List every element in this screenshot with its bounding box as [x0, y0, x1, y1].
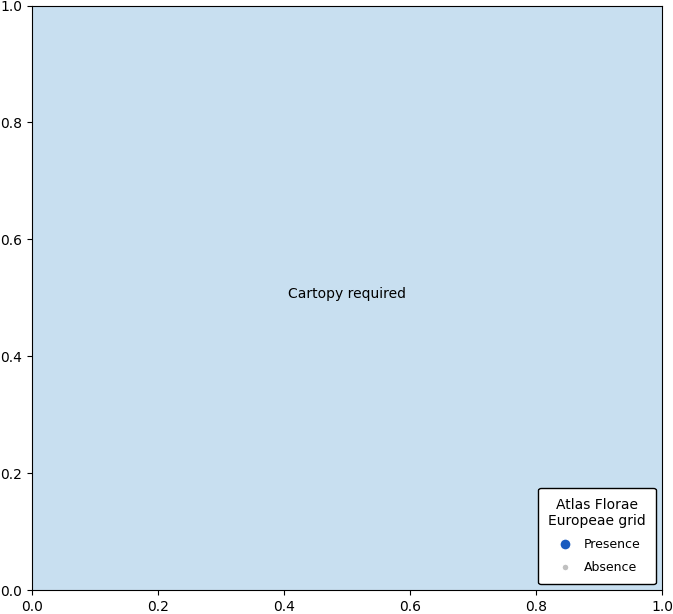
Legend: Presence, Absence: Presence, Absence: [538, 488, 656, 584]
Text: Cartopy required: Cartopy required: [288, 287, 406, 301]
